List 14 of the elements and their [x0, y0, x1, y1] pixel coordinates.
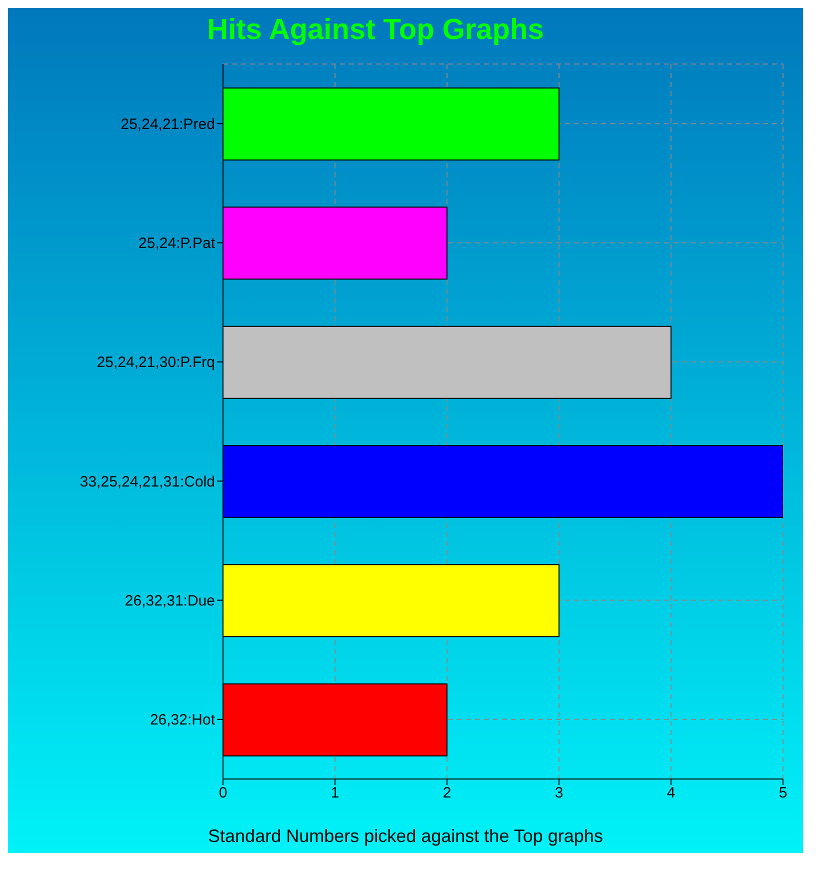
x-tick-label: 4 — [666, 784, 676, 802]
y-tick-label: 33,25,24,21,31:Cold — [80, 473, 215, 490]
chart-title: Hits Against Top Graphs — [206, 13, 545, 48]
y-tick-label: 25,24,21:Pred — [120, 116, 215, 133]
y-tick-label: 26,32:Hot — [150, 712, 216, 729]
y-tick-label: 25,24:P.Pat — [138, 235, 216, 252]
x-tick-label: 0 — [218, 784, 228, 802]
x-tick-label: 1 — [330, 784, 340, 802]
y-tick-label: 26,32,31:Due — [124, 592, 215, 610]
x-tick-label: 5 — [778, 784, 788, 802]
x-tick-label: 2 — [442, 784, 452, 802]
x-tick-label: 3 — [554, 784, 564, 802]
y-tick-label: 25,24,21,30:P.Frq — [96, 354, 215, 372]
x-axis-title: Standard Numbers picked against the Top graphs — [207, 826, 604, 847]
